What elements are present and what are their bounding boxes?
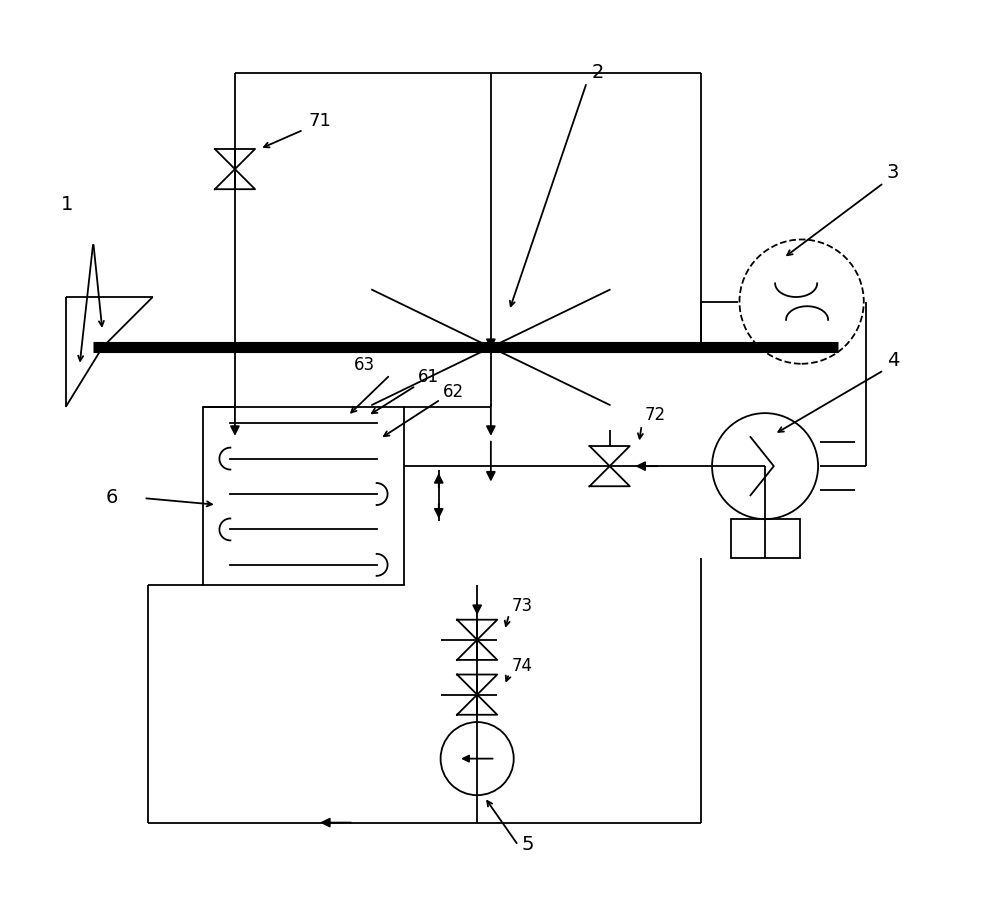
Text: 74: 74 <box>512 657 533 675</box>
Text: 71: 71 <box>308 112 331 130</box>
Text: 72: 72 <box>644 407 666 424</box>
Text: 4: 4 <box>887 351 899 369</box>
Text: 2: 2 <box>591 63 604 81</box>
Text: 73: 73 <box>512 597 533 614</box>
Text: 62: 62 <box>442 383 464 400</box>
Text: 61: 61 <box>418 368 439 386</box>
Bar <box>731 519 800 558</box>
Text: 5: 5 <box>521 835 534 854</box>
Bar <box>203 407 404 585</box>
Text: 1: 1 <box>61 196 74 214</box>
Text: 3: 3 <box>887 164 899 182</box>
Text: 63: 63 <box>354 356 375 374</box>
Text: 6: 6 <box>105 488 118 506</box>
